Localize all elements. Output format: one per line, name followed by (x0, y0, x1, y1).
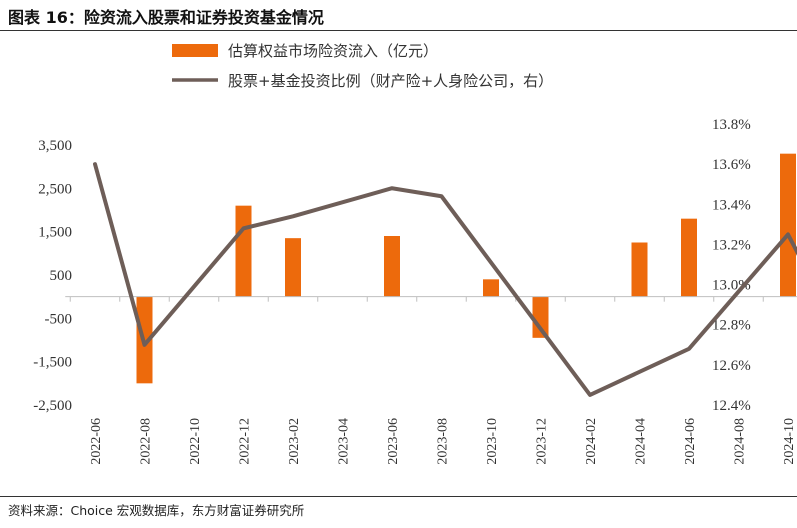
bar (631, 242, 648, 297)
x-tick-label: 2022-10 (188, 418, 203, 465)
x-tick-label: 2023-04 (337, 418, 352, 465)
left-tick-label: -500 (45, 311, 73, 327)
x-tick-label: 2022-12 (238, 418, 253, 465)
x-tick-label: 2023-10 (485, 418, 500, 465)
x-tick-label: 2024-10 (782, 418, 797, 465)
left-tick-label: 2,500 (38, 181, 72, 197)
x-tick-label: 2023-02 (287, 418, 302, 465)
x-tick-label: 2023-12 (535, 418, 550, 465)
left-tick-label: 1,500 (38, 225, 72, 241)
bar (483, 279, 499, 297)
bar (681, 218, 697, 297)
right-tick-label: 12.6% (712, 358, 751, 374)
right-tick-label: 13.2% (712, 237, 751, 253)
legend-line-label: 股票+基金投资比例（财产险+人身险公司，右） (228, 72, 553, 90)
figure-title: 图表 16：险资流入股票和证券投资基金情况 (8, 8, 324, 27)
x-tick-label: 2024-02 (584, 418, 599, 465)
x-tick-label: 2022-08 (139, 418, 154, 465)
title-rule (0, 30, 797, 31)
line-series (93, 162, 797, 397)
bar-series (136, 153, 796, 384)
legend: 估算权益市场险资流入（亿元） 股票+基金投资比例（财产险+人身险公司，右） (172, 42, 553, 90)
left-tick-label: 3,500 (38, 138, 72, 154)
source-note: 资料来源：Choice 宏观数据库，东方财富证券研究所 (8, 503, 305, 518)
left-tick-label: -1,500 (33, 355, 72, 371)
source-rule (0, 496, 797, 497)
left-tick-label: 500 (50, 268, 73, 284)
ratio-line (93, 162, 797, 397)
right-tick-label: 12.4% (712, 398, 751, 414)
bar (532, 296, 549, 338)
chart: 估算权益市场险资流入（亿元） 股票+基金投资比例（财产险+人身险公司，右） 3,… (33, 42, 797, 465)
right-tick-label: 13.8% (712, 117, 751, 133)
bar (384, 236, 400, 297)
x-tick-label: 2023-06 (386, 418, 401, 465)
right-tick-label: 12.8% (712, 318, 751, 334)
left-tick-label: -2,500 (33, 398, 72, 414)
right-tick-label: 13.6% (712, 157, 751, 173)
left-axis: 3,500 2,500 1,500 500 -500 -1,500 -2,500 (33, 138, 72, 414)
x-tick-labels: 2022-06 2022-08 2022-10 2022-12 2023-02 2023-… (89, 418, 797, 465)
right-axis: 13.8%13.6%13.4%13.2%13.0%12.8%12.6%12.4% (712, 117, 751, 414)
x-tick-label: 2024-08 (733, 418, 748, 465)
x-tick-label: 2024-04 (634, 418, 649, 465)
x-tick-label: 2022-06 (89, 418, 104, 465)
right-tick-label: 13.4% (712, 197, 751, 213)
x-tick-label: 2024-06 (683, 418, 698, 465)
legend-bar-swatch (172, 44, 218, 57)
legend-bar-label: 估算权益市场险资流入（亿元） (228, 42, 438, 60)
bar (235, 205, 252, 297)
bar (780, 153, 796, 297)
x-axis (65, 296, 797, 302)
bar (285, 238, 301, 297)
x-tick-label: 2023-08 (436, 418, 451, 465)
